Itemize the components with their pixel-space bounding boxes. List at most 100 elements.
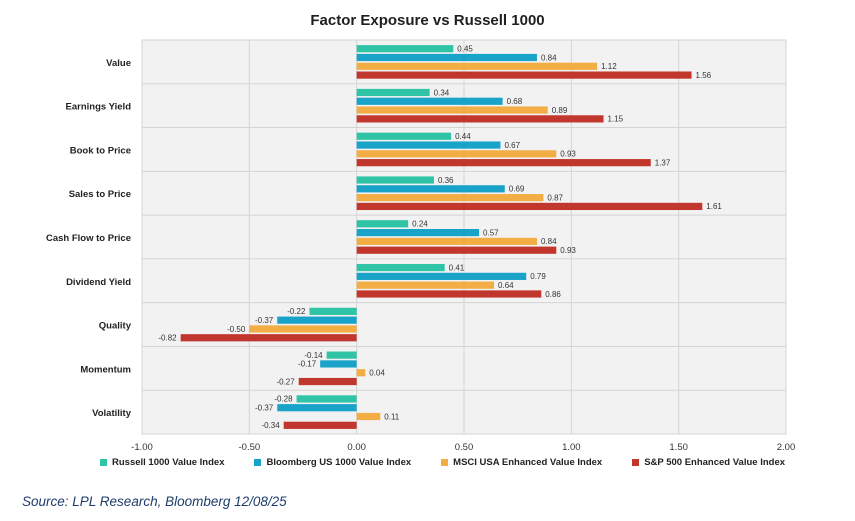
bar [356, 159, 651, 167]
data-label: 0.04 [369, 369, 385, 378]
data-label: 0.79 [530, 272, 546, 281]
data-label: 0.69 [509, 185, 525, 194]
x-tick-label: -1.00 [131, 442, 153, 453]
category-label: Momentum [80, 364, 131, 375]
data-label: 1.56 [696, 71, 712, 80]
data-label: -0.82 [158, 334, 177, 343]
data-label: 0.11 [384, 412, 400, 421]
data-label: 0.44 [455, 132, 471, 141]
bar [298, 377, 357, 386]
data-label: 0.84 [541, 237, 557, 246]
legend-swatch-msci [441, 459, 449, 466]
bar [356, 412, 381, 421]
bar [356, 150, 557, 158]
bar [356, 115, 604, 123]
legend-item: Russell 1000 Value Index [100, 457, 224, 468]
data-label: 0.87 [547, 193, 563, 202]
chart-legend: Russell 1000 Value Index Bloomberg US 10… [100, 457, 785, 468]
data-label: -0.37 [255, 404, 274, 413]
bar [356, 263, 445, 272]
category-label: Earnings Yield [66, 102, 132, 113]
bar [356, 62, 598, 70]
bar [356, 88, 430, 97]
bar [356, 237, 537, 245]
category-label: Cash Flow to Price [46, 233, 131, 244]
x-tick-label: 1.00 [562, 442, 581, 453]
bar [356, 229, 480, 237]
legend-label: MSCI USA Enhanced Value Index [453, 457, 603, 468]
data-label: 1.37 [655, 158, 671, 167]
bar [356, 272, 527, 280]
category-label: Dividend Yield [66, 277, 131, 288]
bar [356, 194, 544, 202]
category-label: Quality [99, 321, 132, 332]
bar [277, 404, 357, 412]
category-label: Volatility [92, 408, 132, 419]
legend-item: MSCI USA Enhanced Value Index [441, 457, 602, 468]
bar [356, 132, 452, 140]
bar [180, 334, 357, 342]
bar [356, 290, 542, 298]
bar [356, 53, 537, 62]
data-label: 0.41 [449, 263, 465, 272]
legend-label: Bloomberg US 1000 Value Index [266, 457, 412, 468]
data-label: 0.84 [541, 53, 557, 62]
data-label: 0.68 [507, 97, 523, 106]
bar [356, 45, 454, 53]
data-label: 1.12 [601, 62, 617, 71]
chart-title: Factor Exposure vs Russell 1000 [310, 12, 545, 29]
bar [356, 369, 366, 377]
data-label: 0.86 [545, 290, 561, 299]
source-note: Source: LPL Research, Bloomberg 12/08/25 [22, 494, 287, 509]
bar [356, 106, 548, 114]
bar [309, 307, 357, 315]
data-label: -0.28 [274, 395, 293, 404]
data-label: -0.34 [261, 421, 280, 430]
bar [326, 351, 357, 359]
legend-swatch-sp500 [632, 459, 640, 466]
data-label: 1.61 [706, 202, 722, 211]
data-label: 0.93 [560, 150, 576, 159]
bar [356, 220, 409, 228]
data-label: 0.93 [560, 246, 576, 255]
data-label: -0.22 [287, 307, 306, 316]
bar [356, 176, 434, 184]
bar [356, 185, 505, 193]
legend-label: S&P 500 Enhanced Value Index [644, 457, 786, 468]
data-label: -0.37 [255, 316, 274, 325]
x-tick-label: 2.00 [777, 442, 796, 453]
bar [356, 71, 692, 79]
data-label: 0.67 [504, 141, 520, 150]
bar [356, 97, 503, 105]
bar [356, 246, 557, 254]
data-label: 0.36 [438, 176, 454, 185]
data-label: -0.14 [304, 351, 323, 360]
bar [356, 281, 495, 289]
category-label: Book to Price [70, 145, 131, 156]
data-label: 0.24 [412, 220, 428, 229]
bar [283, 421, 357, 429]
bar [320, 360, 357, 368]
data-label: -0.27 [276, 377, 295, 386]
bar [249, 325, 357, 333]
category-label: Sales to Price [69, 189, 131, 200]
data-label: 0.89 [552, 106, 568, 115]
data-label: 0.45 [457, 44, 473, 53]
data-label: -0.50 [227, 325, 246, 334]
x-tick-label: 0.50 [455, 442, 474, 453]
data-label: 1.15 [608, 115, 624, 124]
bar [277, 316, 357, 324]
data-label: 0.57 [483, 228, 499, 237]
bar [296, 395, 357, 403]
data-label: 0.34 [434, 88, 450, 97]
x-tick-label: 0.00 [347, 442, 366, 453]
legend-label: Russell 1000 Value Index [112, 457, 225, 468]
legend-item: S&P 500 Enhanced Value Index [632, 457, 785, 468]
data-label: -0.17 [298, 360, 317, 369]
x-tick-label: -0.50 [239, 442, 261, 453]
legend-item: Bloomberg US 1000 Value Index [254, 457, 411, 468]
category-label: Value [106, 58, 131, 69]
x-tick-label: 1.50 [669, 442, 688, 453]
bar [356, 202, 703, 211]
